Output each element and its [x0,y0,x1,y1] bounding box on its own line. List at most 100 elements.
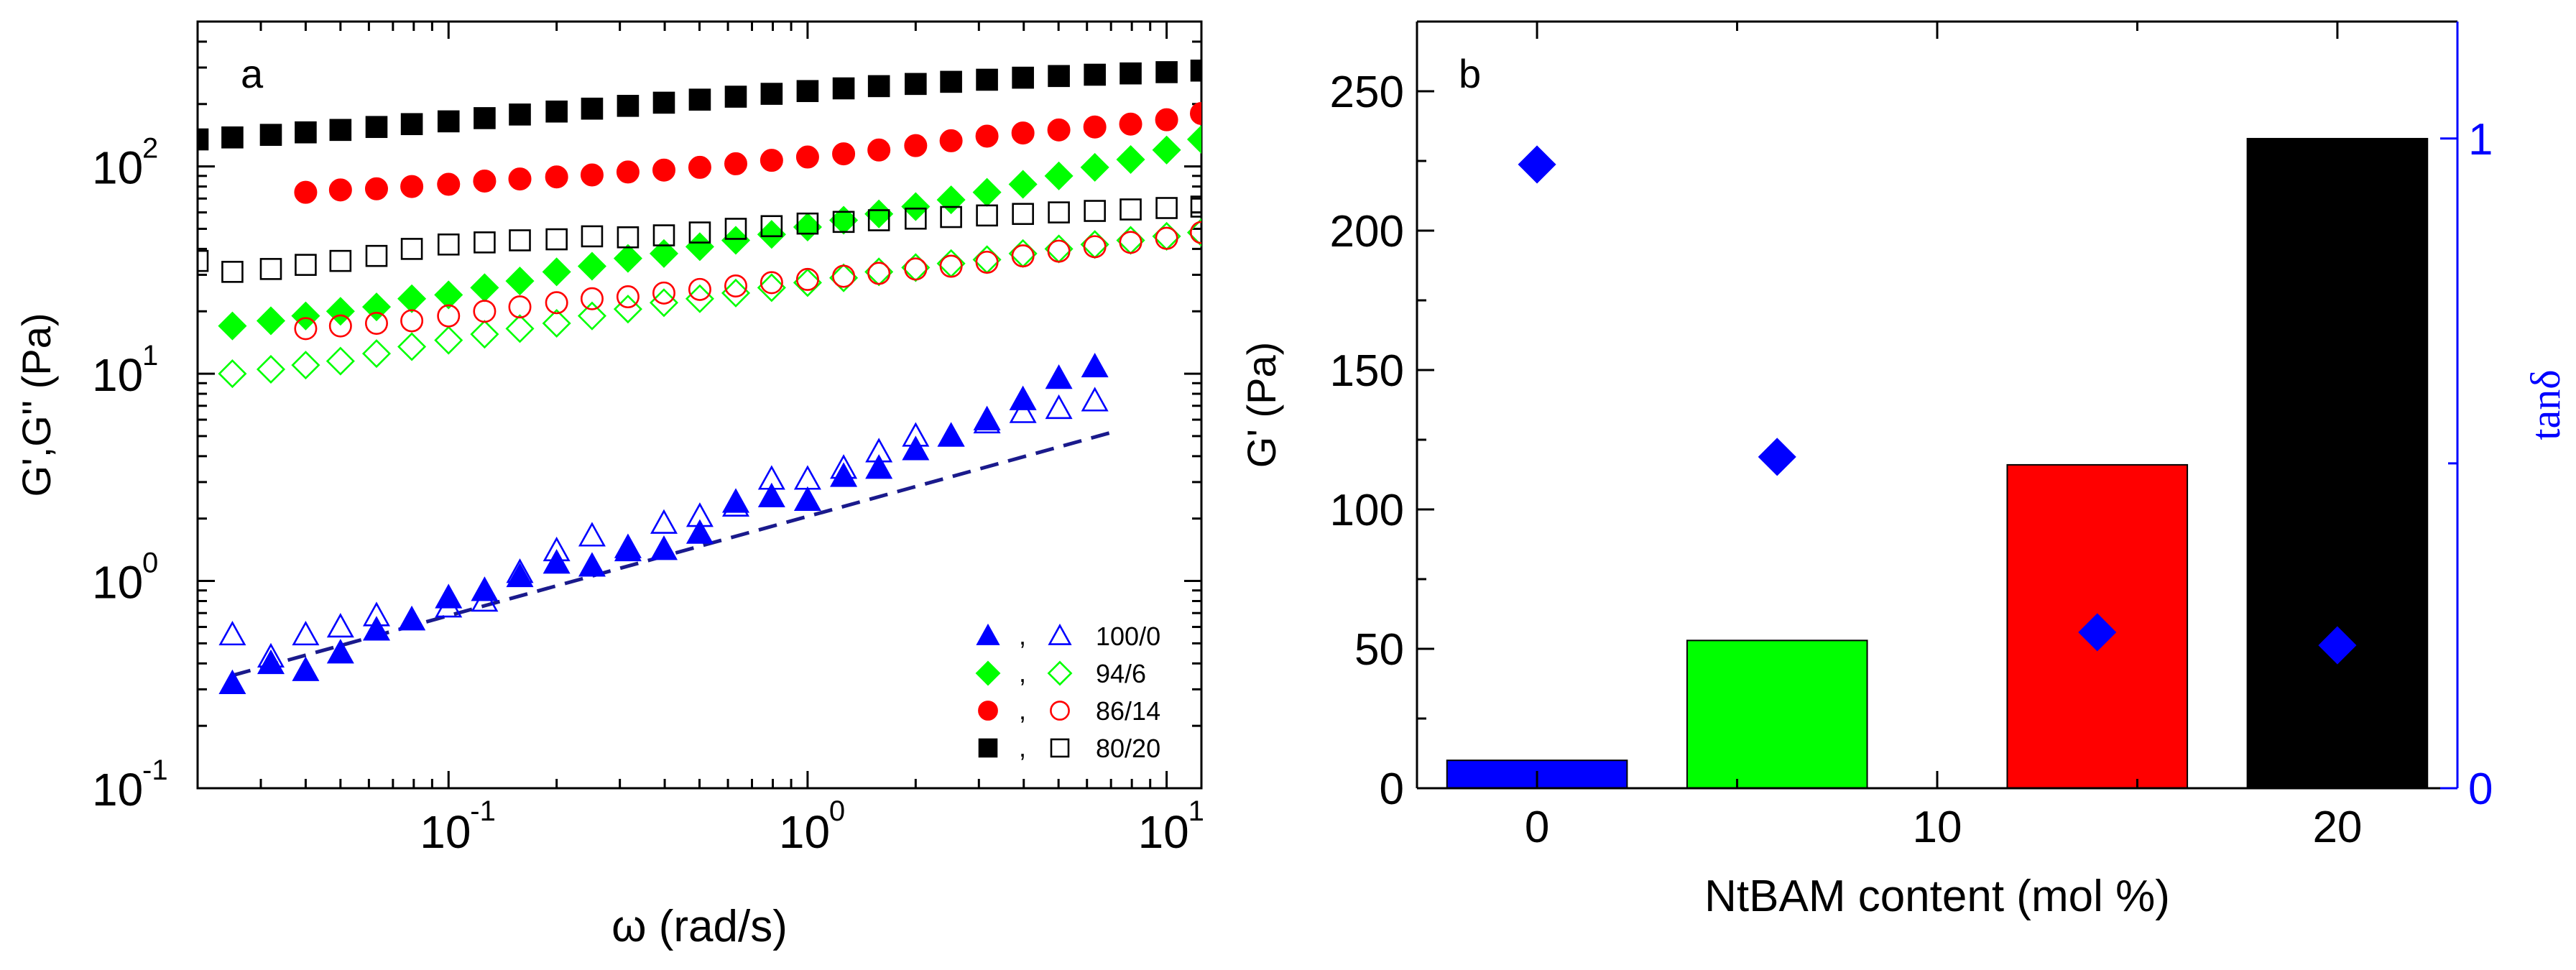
right-y-tick-label: 1 [2468,115,2493,165]
point-s86-storage [294,180,318,204]
point-s80-storage [940,70,962,93]
point-s94-storage [434,280,463,310]
point-s94-storage [397,284,427,313]
legend-marker-s94-loss [1047,660,1073,686]
point-s86-storage [545,165,568,189]
point-s86-loss [616,285,640,309]
point-s86-loss [580,287,604,310]
point-s86-loss [1047,239,1071,263]
point-s80-loss [976,204,998,227]
point-s86-storage [1047,118,1071,142]
point-s80-storage [474,107,496,129]
tan-delta-point [1518,145,1556,184]
point-s80-loss [474,231,496,254]
right-y-axis-label: tanδ [2522,369,2569,440]
y-tick-label: 10 [92,764,143,816]
point-s94-loss [361,339,392,369]
point-s94-storage [613,244,642,273]
point-s100-storage [973,405,1001,430]
point-s100-storage [1009,385,1037,410]
point-s100-loss [578,522,606,547]
point-s80-loss [400,238,423,260]
point-s94-storage [757,220,786,249]
x-tick-label: 20 [2312,803,2362,852]
point-s86-loss [939,254,963,278]
legend-label-s86: 86/14 [1096,696,1160,726]
point-s80-storage [1084,63,1106,86]
point-s80-loss [1084,200,1106,222]
point-s94-loss [757,273,786,302]
point-s100-loss [650,509,678,534]
y-tick-label: 10 [92,142,143,194]
point-s94-loss [434,325,463,355]
y-tick-label: 250 [1330,68,1404,117]
point-s94-storage [901,192,931,221]
point-s86-loss [832,264,856,288]
point-s86-loss [473,300,497,323]
point-s100-loss [218,620,246,646]
point-s80-storage [545,100,568,123]
legend-separator: , [1019,733,1026,762]
point-s80-storage [1190,59,1201,82]
point-s80-storage [329,119,352,142]
point-s86-storage [580,163,604,187]
point-s86-loss [328,314,352,338]
point-s80-storage [688,88,711,111]
tan-delta-point [2078,613,2117,652]
point-s80-loss [259,258,282,280]
legend-label-s94: 94/6 [1096,659,1146,688]
point-s94-loss [542,308,571,338]
point-s80-loss [688,221,711,244]
point-s86-loss [688,277,711,301]
panel-a-legend: , 100/0, 94/6, 86/14, 80/20 [975,621,1160,763]
point-s80-storage [1048,65,1070,88]
point-s80-storage [796,80,819,103]
point-s86-storage [867,138,891,162]
point-s86-loss [724,274,747,297]
point-s94-storage [291,301,320,331]
point-s80-storage [976,68,998,91]
y-axis-label: G' (Pa) [1239,342,1284,468]
point-s94-loss [326,346,355,376]
point-s80-storage [400,113,423,136]
x-tick-label: 10 [1913,803,1962,852]
point-s80-storage [1120,62,1142,85]
x-tick-label: 0 [1525,803,1549,852]
legend-marker-s94-storage [975,660,1001,686]
point-s80-loss [940,205,962,228]
legend-label-s100: 100/0 [1096,622,1160,651]
point-s94-storage [1116,144,1145,175]
point-s94-storage [542,257,571,287]
point-s80-storage [509,103,531,126]
legend-separator: , [1019,621,1026,650]
point-s94-loss [721,278,751,308]
point-s100-storage [578,552,606,577]
y-tick-label-exponent: 0 [142,548,158,579]
point-s94-storage [1152,135,1181,165]
point-s80-loss [437,234,460,256]
point-s94-loss [685,284,714,313]
point-s100-loss [292,620,320,646]
point-s100-storage [1081,352,1109,378]
point-s80-storage [760,83,783,105]
y-tick-label: 50 [1354,625,1404,675]
point-s86-loss [437,304,461,328]
point-s86-storage [939,129,963,152]
point-s86-storage [1119,112,1142,136]
point-s80-storage [652,91,675,114]
point-s100-storage [830,462,858,487]
legend-separator: , [1019,658,1026,688]
y-tick-label: 150 [1330,346,1404,396]
point-s86-loss [364,311,388,335]
panel-a-data [198,59,1201,695]
point-s80-loss [198,249,209,272]
point-s80-loss [509,229,531,251]
point-s100-storage [1045,364,1073,389]
point-s80-storage [581,97,604,120]
point-s94-storage [1080,152,1109,182]
point-s86-loss [1155,226,1178,250]
y-tick-label: 0 [1380,765,1404,814]
point-s80-loss [617,226,640,249]
point-s86-storage [473,169,497,193]
